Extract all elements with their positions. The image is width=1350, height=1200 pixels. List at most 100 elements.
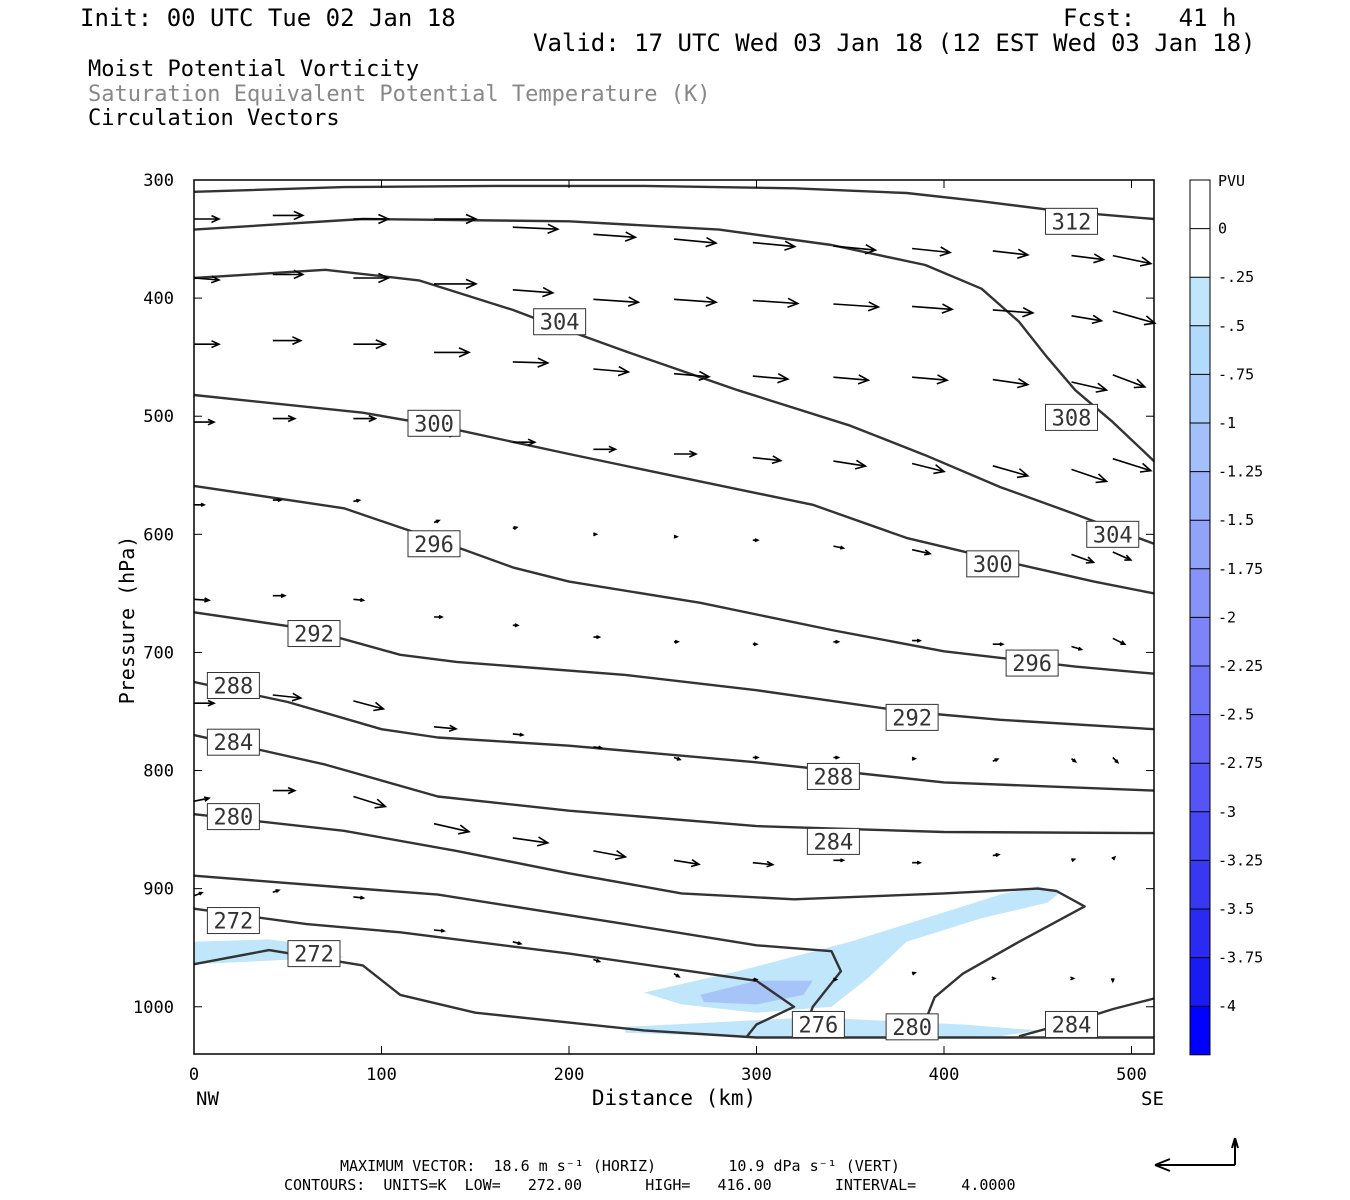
y-tick-label: 1000 (133, 998, 174, 1018)
colorbar-label: -4 (1218, 997, 1236, 1015)
circulation-vector (833, 301, 881, 312)
circulation-vector (1110, 978, 1115, 984)
max-vector-note: MAXIMUM VECTOR: 18.6 m s⁻¹ (HORIZ) 10.9 … (340, 1157, 900, 1175)
circulation-vector (1112, 756, 1120, 764)
circulation-vector (833, 374, 871, 385)
circulation-vector (674, 639, 680, 644)
circulation-vector (434, 213, 478, 225)
colorbar-label: -1.25 (1218, 463, 1263, 481)
circulation-vector (991, 976, 997, 981)
circulation-vector (593, 850, 628, 861)
circulation-vector (193, 597, 211, 603)
contour-label-box (806, 762, 860, 790)
circulation-vector (752, 860, 775, 868)
title-theta-es: Saturation Equivalent Potential Temperat… (88, 82, 711, 107)
circulation-vector (911, 971, 917, 976)
circulation-vector (512, 836, 550, 847)
circulation-vector (1071, 645, 1084, 651)
contour-label: 280 (214, 806, 254, 831)
circulation-vector (992, 852, 1001, 858)
y-tick-label: 400 (143, 289, 174, 309)
circulation-vector (272, 210, 305, 221)
x-tick-label: 200 (554, 1065, 585, 1085)
contour-info: CONTOURS: UNITS=K LOW= 272.00 HIGH= 416.… (284, 1176, 1016, 1194)
circulation-vectors (193, 210, 1157, 984)
contour-label-box (1045, 207, 1098, 235)
contour-label: 304 (540, 311, 580, 336)
colorbar-label: -.5 (1218, 317, 1245, 335)
circulation-vector (1071, 758, 1078, 763)
contour-label-box (1045, 1010, 1098, 1038)
circulation-vector (1111, 855, 1117, 861)
colorbar-segment (1190, 520, 1210, 569)
colorbar-segment (1190, 568, 1210, 618)
se-label: SE (1141, 1088, 1164, 1110)
contour-label-box (206, 728, 260, 756)
contour-label-box (885, 703, 939, 731)
circulation-vector (912, 374, 950, 385)
circulation-vector (433, 928, 446, 933)
valid-time: Valid: 17 UTC Wed 03 Jan 18 (12 EST Wed … (533, 29, 1256, 57)
circulation-vector (593, 958, 602, 963)
contour-line-304 (193, 268, 1155, 545)
forecast-hour: Fcst: 41 h (1063, 4, 1237, 32)
colorbar-segment (1190, 860, 1210, 909)
y-axis-label: Pressure (hPa) (115, 536, 139, 705)
circulation-vector (1071, 253, 1106, 264)
contour-label-box (885, 1013, 939, 1041)
circulation-vector (593, 634, 602, 640)
circulation-vector (272, 593, 287, 599)
circulation-vector (833, 459, 868, 470)
contour-line-272 (193, 948, 1154, 1039)
circulation-vector (833, 639, 841, 644)
colorbar-segment (1190, 763, 1210, 812)
x-tick-label: 500 (1116, 1065, 1147, 1085)
colorbar-segment (1190, 957, 1210, 1007)
x-tick-label: 0 (189, 1065, 199, 1085)
circulation-vector (593, 231, 638, 242)
circulation-vector (353, 895, 366, 900)
circulation-vector (912, 638, 923, 643)
circulation-vector (674, 450, 698, 458)
colorbar-segment (1190, 1006, 1210, 1055)
circulation-vector (353, 700, 386, 712)
y-tick-label: 600 (143, 525, 174, 545)
colorbar-segment (1190, 714, 1210, 764)
contour-line-272 (193, 907, 796, 1038)
colorbar-segment (1190, 811, 1210, 861)
circulation-vector (752, 240, 797, 251)
contour-label: 300 (414, 412, 454, 437)
circulation-vector (1071, 858, 1077, 863)
contour-label: 288 (214, 675, 254, 700)
contour-label-box (287, 620, 341, 648)
colorbar-segment (1190, 666, 1210, 715)
plot-frame (193, 179, 1155, 1055)
y-tick-label: 500 (143, 407, 174, 427)
circulation-vector (992, 378, 1030, 389)
circulation-vector (752, 373, 790, 384)
colorbar-label: -1.5 (1218, 511, 1254, 529)
circulation-vector (194, 214, 221, 224)
y-tick-label: 800 (143, 762, 174, 782)
contour-label-box (533, 308, 587, 336)
colorbar-label: -3.5 (1218, 900, 1254, 918)
contour-label: 292 (294, 623, 334, 648)
contour-line-280 (193, 813, 1086, 1022)
circulation-vector (272, 336, 303, 346)
circulation-vector (593, 296, 641, 307)
circulation-vector (353, 213, 391, 225)
init-time: Init: 00 UTC Tue 02 Jan 18 (80, 4, 456, 32)
circulation-vector (752, 977, 759, 982)
circulation-vector (272, 497, 283, 503)
circulation-vector (512, 526, 519, 531)
circulation-vector (194, 340, 221, 349)
colorbar-label: -2.5 (1218, 706, 1254, 724)
contour-label-box (1086, 520, 1140, 548)
contour-line-308 (193, 217, 1155, 462)
circulation-vector (673, 370, 711, 382)
circulation-vector (433, 519, 441, 524)
contour-label-box (206, 803, 260, 831)
circulation-vector (673, 296, 718, 307)
colorbar-segment (1190, 277, 1210, 326)
